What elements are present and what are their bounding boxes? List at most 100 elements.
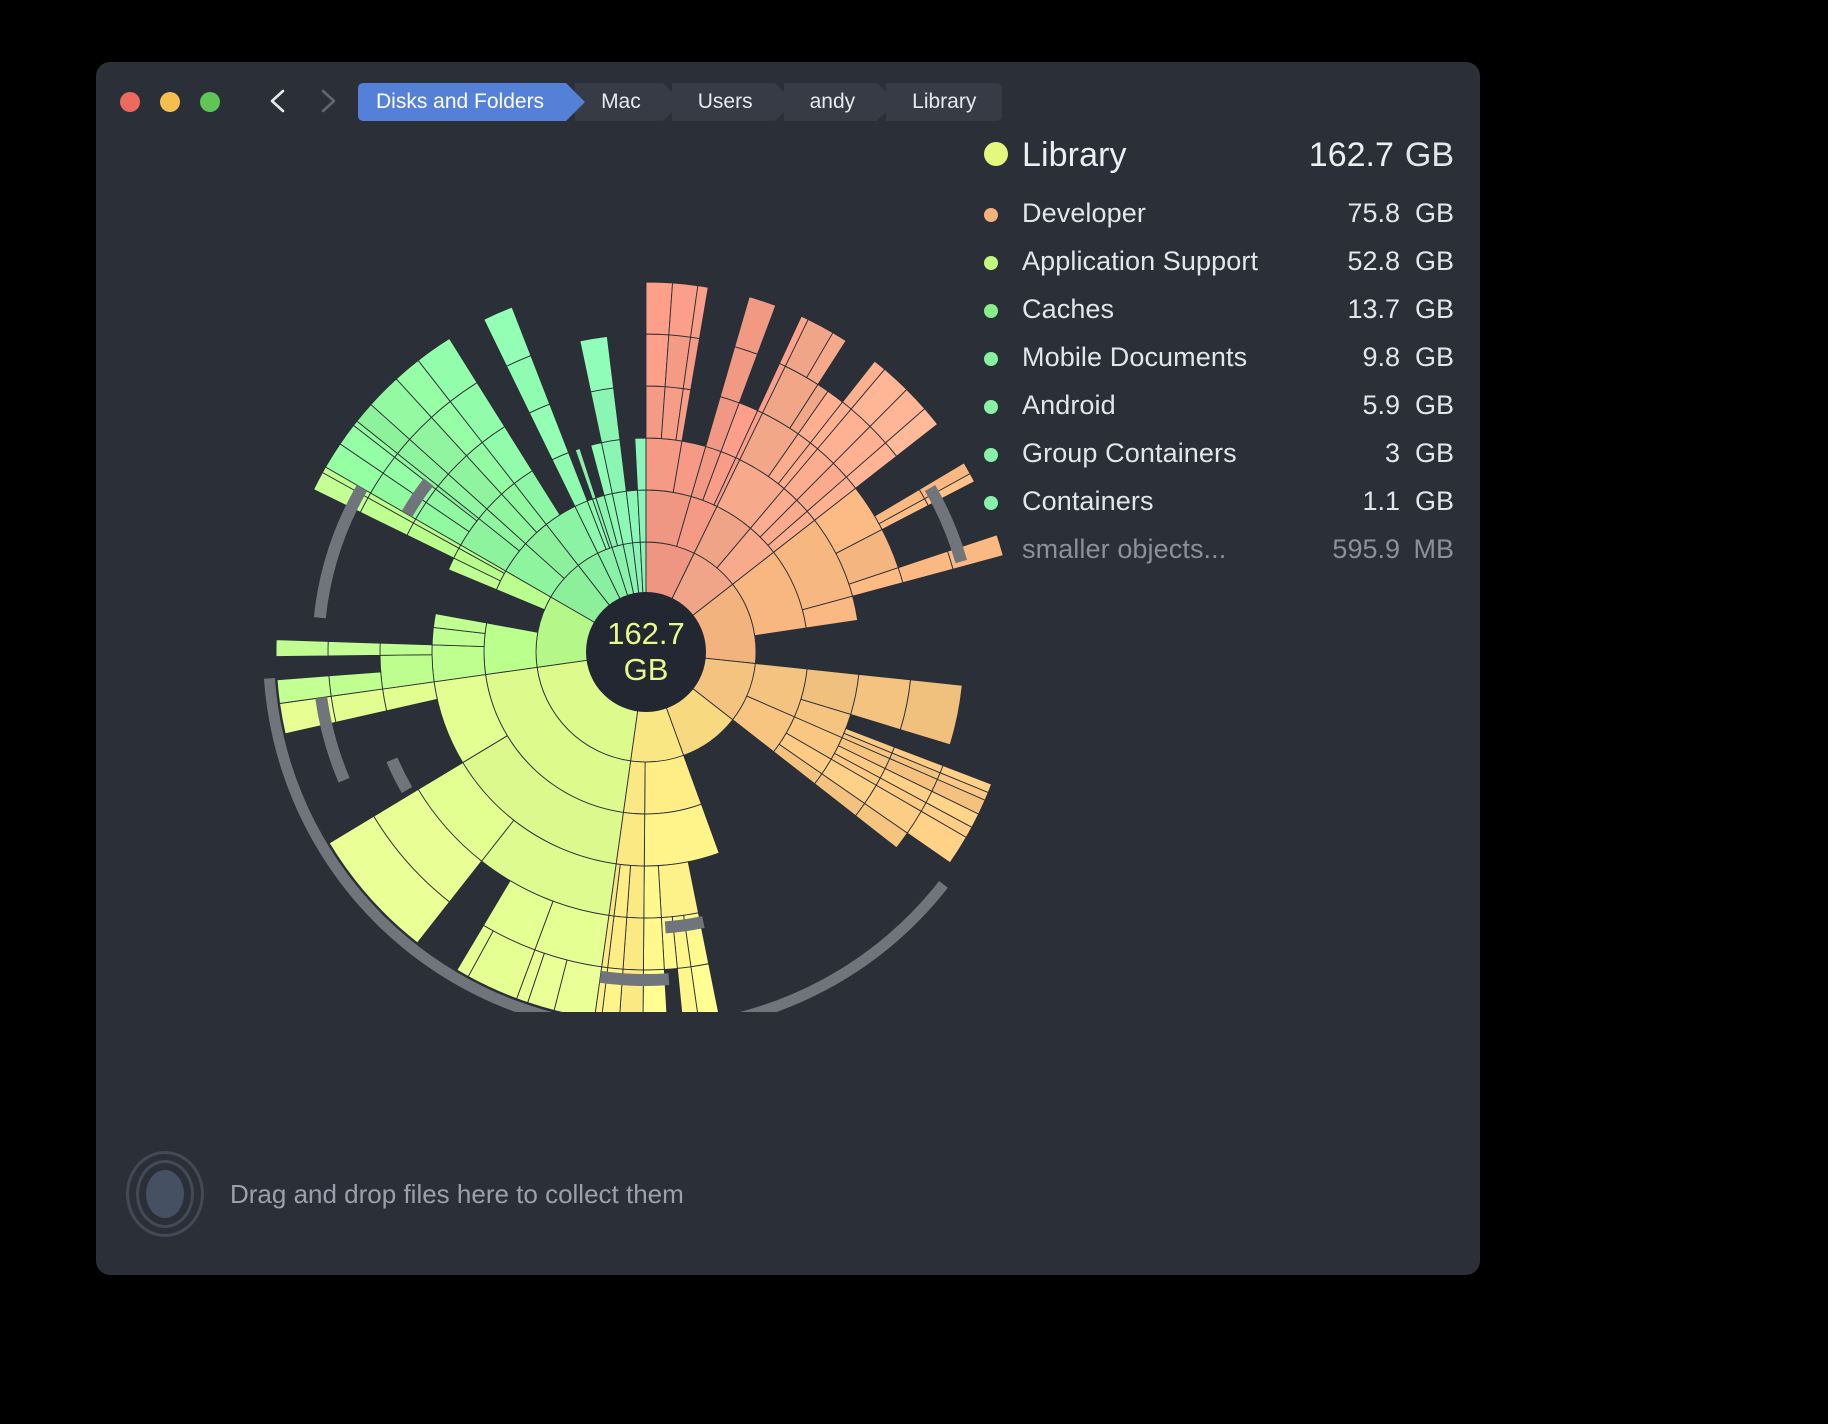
breadcrumb-label: Users <box>697 90 753 113</box>
sunburst-slice[interactable] <box>483 622 539 676</box>
breadcrumb-item-andy[interactable]: andy <box>783 83 896 121</box>
legend-color-dot-icon <box>984 352 998 366</box>
drop-zone-label: Drag and drop files here to collect them <box>230 1178 684 1209</box>
sunburst-slice[interactable] <box>645 281 674 336</box>
legend-item-label: Group Containers <box>1022 438 1237 468</box>
sunburst-slice[interactable] <box>417 337 478 403</box>
sunburst-slice[interactable] <box>850 673 912 731</box>
sunburst-slice[interactable] <box>634 437 647 491</box>
sunburst-chart[interactable]: 162.7 GB <box>136 212 1036 1012</box>
sunburst-svg[interactable] <box>136 212 1036 1012</box>
legend-header-unit: GB <box>1404 136 1454 174</box>
breadcrumb-item-mac[interactable]: Mac <box>575 83 682 121</box>
sunburst-slice[interactable] <box>574 447 597 500</box>
legend-item-smaller-objects[interactable]: smaller objects... 595.9 MB <box>984 534 1454 582</box>
legend-color-dot-icon <box>984 208 998 222</box>
legend-item-list: Developer 75.8 GB Application Support 52.8 GB… <box>984 198 1454 582</box>
sunburst-slice[interactable] <box>897 550 954 584</box>
sunburst-slice[interactable] <box>483 306 532 367</box>
sunburst-slice[interactable] <box>642 917 665 971</box>
legend-item-unit: GB <box>1414 342 1454 372</box>
legend-item-unit: GB <box>1414 294 1454 324</box>
legend-color-dot-icon <box>984 304 998 318</box>
legend-item-android[interactable]: Android 5.9 GB <box>984 390 1454 438</box>
sunburst-slice[interactable] <box>643 803 720 867</box>
legend-header-row[interactable]: Library 162.7 GB <box>984 136 1454 198</box>
legend-color-swatch-wrap <box>984 304 1022 318</box>
breadcrumb-item-users[interactable]: Users <box>671 83 794 121</box>
legend-item-value: 52.8 <box>1347 246 1400 276</box>
legend-item-value: 1.1 <box>1362 486 1400 516</box>
sunburst-slice[interactable] <box>456 924 494 978</box>
minimize-button[interactable] <box>160 92 180 112</box>
legend-color-swatch-wrap <box>984 448 1022 462</box>
legend-item-containers[interactable]: Containers 1.1 GB <box>984 486 1454 534</box>
sunburst-slice[interactable] <box>801 595 859 629</box>
sunburst-slice[interactable] <box>906 810 967 864</box>
sunburst-slice[interactable] <box>528 403 570 461</box>
sunburst-free-space-arc <box>263 677 553 1012</box>
chart-center-hole[interactable] <box>586 592 706 712</box>
legend-header-label: Library <box>1022 136 1127 174</box>
sunburst-slice[interactable] <box>644 754 702 815</box>
legend-color-swatch-wrap <box>984 142 1022 166</box>
legend-item-unit: GB <box>1414 390 1454 420</box>
zoom-button[interactable] <box>200 92 220 112</box>
legend-color-dot-icon <box>984 256 998 270</box>
legend-item-label: Caches <box>1022 294 1115 324</box>
legend-item-value: 75.8 <box>1347 198 1400 228</box>
sunburst-slice[interactable] <box>275 639 329 658</box>
legend-item-label: Mobile Documents <box>1022 342 1248 372</box>
sunburst-slice[interactable] <box>899 679 963 746</box>
sunburst-free-space-arc <box>401 478 434 517</box>
back-chevron-icon[interactable] <box>266 86 290 116</box>
legend-color-swatch-wrap <box>984 400 1022 414</box>
legend-color-dot-icon <box>984 448 998 462</box>
navigation-buttons <box>266 86 340 116</box>
sunburst-slice[interactable] <box>432 613 488 634</box>
legend-item-label: Application Support <box>1022 246 1259 276</box>
sunburst-slice[interactable] <box>657 861 699 919</box>
sunburst-slice[interactable] <box>854 802 908 849</box>
sunburst-slice[interactable] <box>719 346 759 404</box>
legend-item-application-support[interactable]: Application Support 52.8 GB <box>984 246 1454 294</box>
breadcrumb-item-library[interactable]: Library <box>886 83 1003 121</box>
sunburst-slice[interactable] <box>643 865 662 919</box>
legend-item-group-containers[interactable]: Group Containers 3 GB <box>984 438 1454 486</box>
breadcrumb: Disks and Folders Mac Users andy Library <box>358 83 1003 121</box>
window-controls <box>120 92 220 112</box>
sunburst-slice[interactable] <box>884 408 939 457</box>
drop-zone[interactable]: Drag and drop files here to collect them <box>122 1151 684 1237</box>
sunburst-slice[interactable] <box>690 963 719 1012</box>
legend-item-caches[interactable]: Caches 13.7 GB <box>984 294 1454 342</box>
sunburst-slice[interactable] <box>676 966 698 1012</box>
legend-panel: Library 162.7 GB Developer 75.8 GB Applicat… <box>984 136 1454 582</box>
breadcrumb-label: Library <box>912 90 977 113</box>
sunburst-slice[interactable] <box>328 815 451 944</box>
legend-item-developer[interactable]: Developer 75.8 GB <box>984 198 1454 246</box>
legend-item-label: Containers <box>1022 486 1154 516</box>
legend-item-mobile-documents[interactable]: Mobile Documents 9.8 GB <box>984 342 1454 390</box>
legend-item-value: 595.9 <box>1332 534 1400 564</box>
sunburst-slice[interactable] <box>276 675 332 705</box>
legend-item-label: Developer <box>1022 198 1146 228</box>
breadcrumb-label: andy <box>809 90 856 113</box>
sunburst-slice[interactable] <box>579 335 615 393</box>
app-window: Disks and Folders Mac Users andy Library… <box>96 62 1480 1275</box>
sunburst-slice[interactable] <box>690 285 709 340</box>
sunburst-slice[interactable] <box>327 640 381 657</box>
forward-chevron-icon[interactable] <box>316 86 340 116</box>
sunburst-slice[interactable] <box>505 354 551 414</box>
sunburst-slice[interactable] <box>806 332 847 386</box>
drop-target-icon <box>122 1151 208 1237</box>
sunburst-slice[interactable] <box>379 642 433 656</box>
legend-color-dot-icon <box>984 142 1008 166</box>
close-button[interactable] <box>120 92 140 112</box>
legend-color-dot-icon <box>984 496 998 510</box>
legend-color-dot-icon <box>984 400 998 414</box>
sunburst-slice[interactable] <box>734 296 777 355</box>
sunburst-slice[interactable] <box>590 387 621 444</box>
legend-item-unit: GB <box>1414 438 1454 468</box>
legend-item-label: smaller objects... <box>1022 534 1227 564</box>
breadcrumb-item-disks-and-folders[interactable]: Disks and Folders <box>358 83 586 121</box>
